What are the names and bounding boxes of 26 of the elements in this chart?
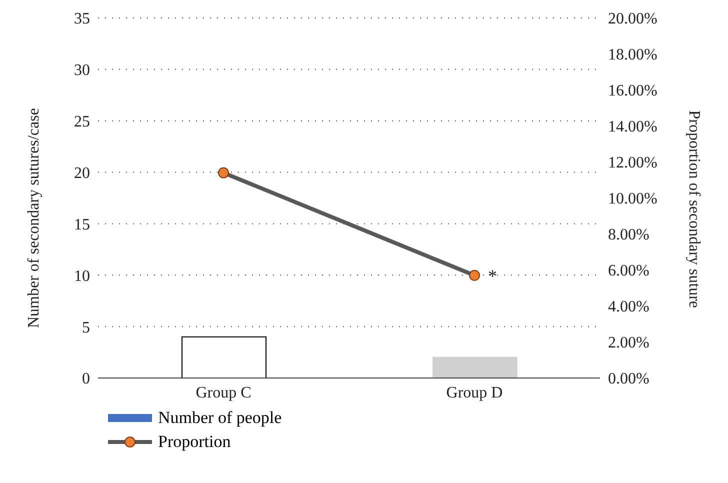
y2-tick-label: 10.00%	[608, 190, 658, 208]
y-axis-title: Number of secondary sutures/case	[26, 108, 43, 328]
y-tick-label: 35	[74, 10, 90, 28]
y2-tick-label: 2.00%	[608, 334, 650, 352]
y-tick-label: 5	[82, 319, 90, 336]
x-tick-label: Group D	[446, 384, 503, 402]
y-tick-label: 0	[82, 370, 90, 388]
y-tick-label: 30	[74, 62, 90, 80]
y-tick-label: 20	[74, 164, 90, 182]
y2-axis-title: Proportion of secondary suture	[685, 110, 702, 308]
y-tick-label: 15	[74, 216, 90, 234]
y-tick-label: 10	[74, 268, 90, 285]
series-label: Number of people	[158, 408, 282, 428]
y2-tick-label: 12.00%	[608, 154, 658, 172]
annotation: *	[488, 266, 497, 287]
y2-tick-label: 16.00%	[608, 82, 658, 100]
y2-tick-label: 8.00%	[608, 226, 650, 244]
legend-label: Proportion	[158, 432, 231, 452]
y2-tick-label: 14.00%	[608, 118, 658, 136]
y2-tick-label: 18.00%	[608, 46, 658, 64]
y2-tick-label: 4.00%	[608, 298, 650, 316]
x-tick-label: Group C	[196, 384, 252, 402]
y2-tick-label: 0.00%	[608, 370, 650, 388]
y-tick-label: 25	[74, 114, 90, 131]
y2-tick-label: 20.00%	[608, 10, 658, 28]
y2-tick-label: 6.00%	[608, 262, 650, 280]
